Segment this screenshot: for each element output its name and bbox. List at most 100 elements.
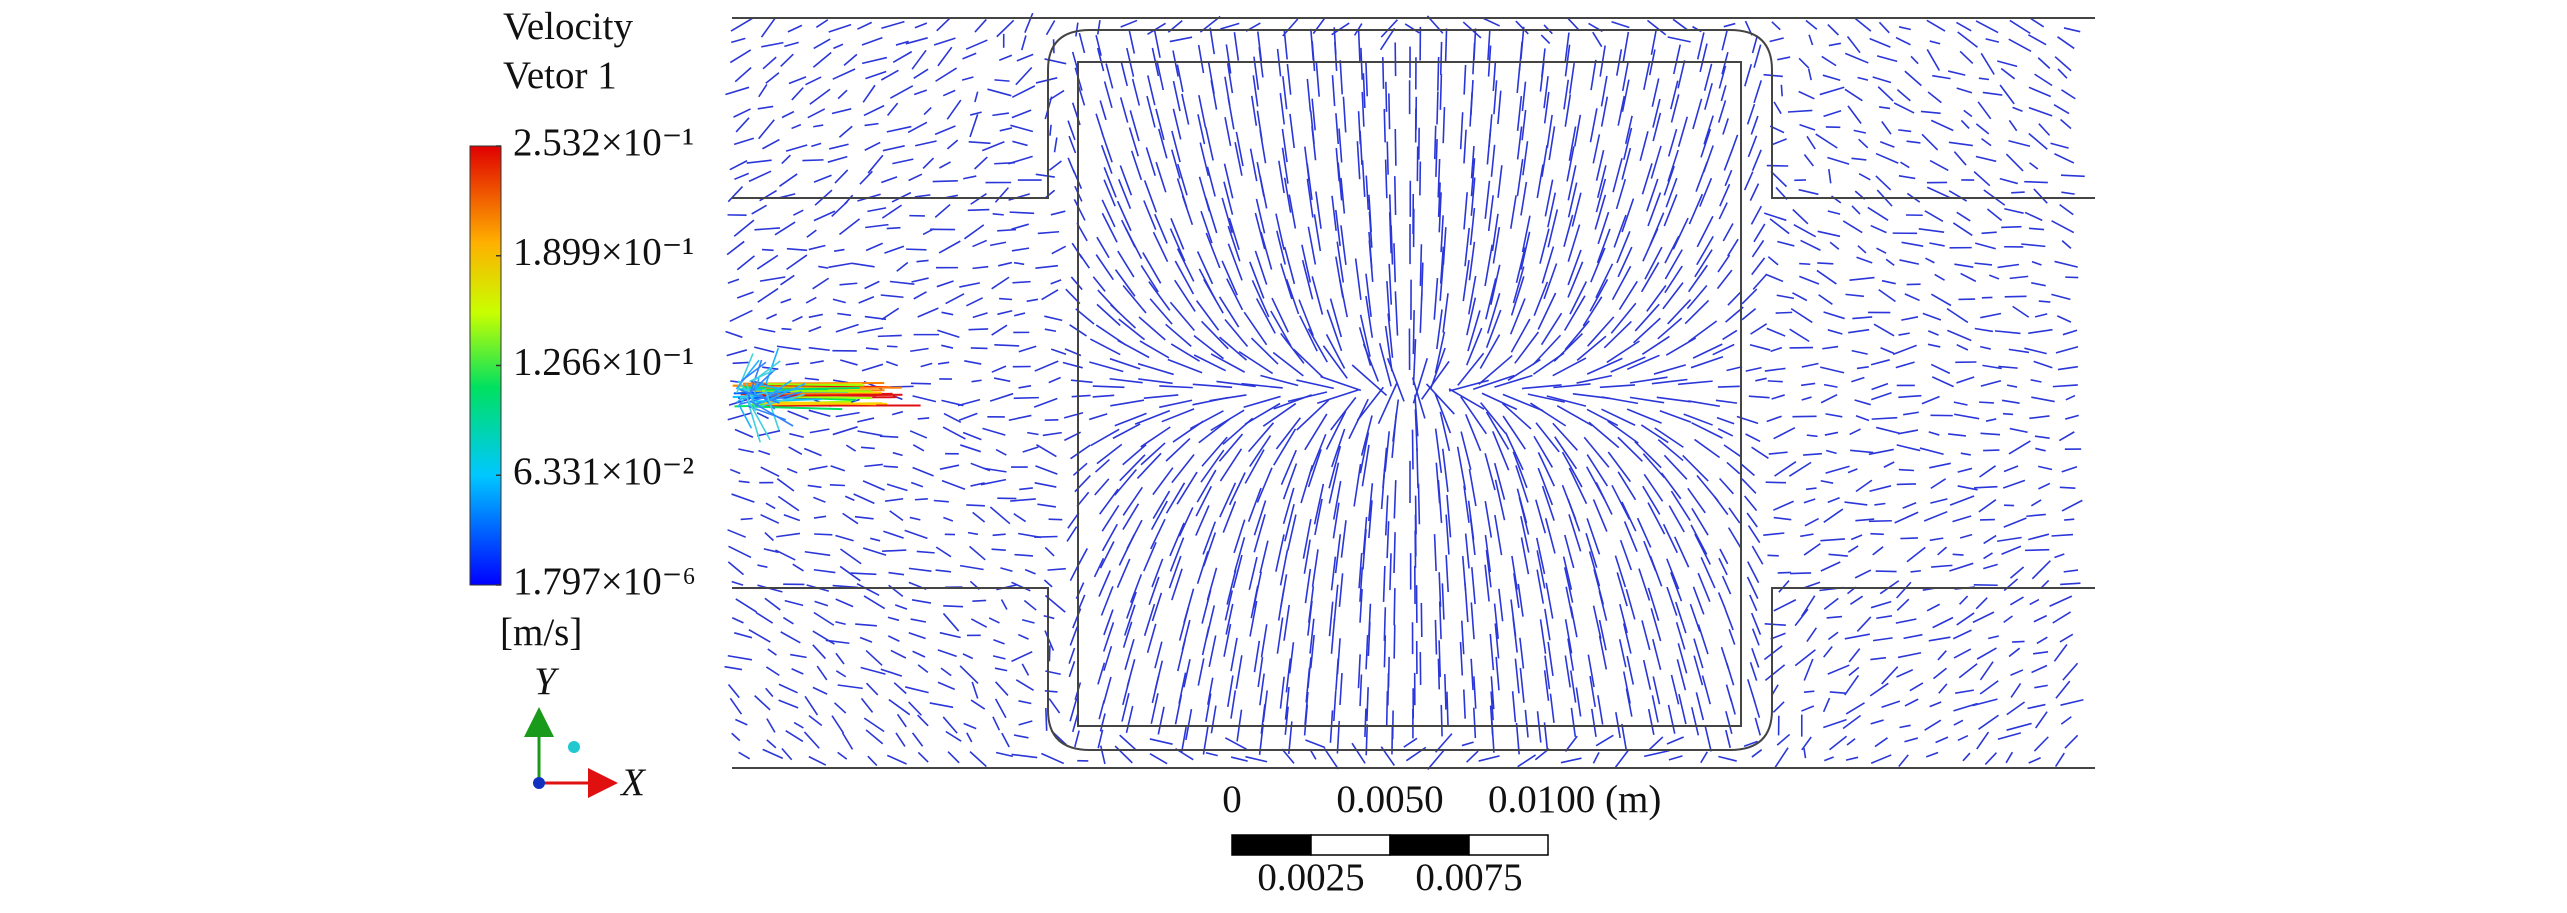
vector — [833, 248, 845, 253]
vector — [1827, 497, 1840, 504]
vector — [2057, 36, 2075, 50]
vector — [1013, 513, 1027, 523]
vector — [1151, 675, 1160, 704]
vector — [914, 194, 931, 198]
vector — [1929, 701, 1942, 708]
vector — [786, 254, 808, 270]
vector — [1069, 626, 1079, 646]
vector — [1848, 328, 1870, 334]
vector — [1099, 713, 1106, 732]
vector — [1647, 708, 1655, 735]
vector — [1515, 20, 1529, 35]
vector — [1547, 209, 1559, 248]
vector — [1018, 345, 1037, 353]
vector — [1093, 557, 1105, 578]
vector — [1197, 44, 1205, 74]
vector — [1412, 310, 1415, 355]
vector — [1959, 50, 1974, 64]
vector — [1932, 667, 1948, 680]
vector — [1828, 42, 1841, 47]
vector — [992, 213, 1004, 216]
vector — [1462, 260, 1470, 302]
vector — [1949, 495, 1975, 506]
vector — [1036, 443, 1057, 458]
vector — [813, 496, 826, 503]
vector — [2002, 479, 2026, 489]
vector — [1822, 345, 1839, 350]
vector — [1114, 745, 1133, 764]
vector — [1981, 137, 1992, 147]
vector — [1195, 505, 1210, 536]
scale-label: 0.0025 — [1257, 856, 1364, 899]
vector — [1959, 533, 1973, 539]
vector — [1099, 100, 1107, 121]
vector — [781, 327, 792, 331]
vector — [1807, 68, 1812, 81]
vector — [1044, 328, 1057, 333]
vector — [831, 715, 845, 734]
vector — [1276, 617, 1284, 654]
vector — [1096, 303, 1121, 327]
vector — [1384, 325, 1393, 372]
vector — [933, 499, 949, 503]
vector — [1492, 227, 1501, 264]
vector — [1716, 269, 1733, 290]
vector — [2060, 118, 2072, 130]
vector — [1853, 16, 1872, 32]
vector — [1362, 528, 1367, 570]
vector — [1878, 288, 1896, 303]
vector — [785, 729, 804, 743]
vector — [1296, 399, 1330, 431]
vector — [1434, 393, 1452, 434]
vector — [1652, 112, 1662, 142]
vector — [886, 754, 907, 765]
vector — [1773, 747, 1789, 769]
vector — [1013, 396, 1039, 400]
vector — [1328, 601, 1334, 637]
vector — [1595, 734, 1614, 747]
vector — [1520, 231, 1531, 270]
vector — [1755, 377, 1767, 382]
vector — [1203, 278, 1224, 314]
vector — [1956, 376, 1975, 384]
vector — [2061, 89, 2076, 100]
colorbar-label: 1.266×10⁻¹ — [513, 340, 694, 383]
vector — [1150, 693, 1159, 724]
vector — [1367, 483, 1374, 522]
vector — [1717, 254, 1731, 273]
vector — [1980, 52, 1995, 75]
vector — [1097, 729, 1104, 749]
vector — [947, 751, 960, 764]
vector — [1692, 343, 1723, 359]
vector — [1138, 378, 1173, 385]
vector — [942, 426, 966, 440]
vector — [971, 379, 982, 383]
vector — [1539, 619, 1547, 654]
vector — [1070, 276, 1083, 291]
vector — [728, 545, 752, 559]
vector — [1359, 588, 1363, 623]
vector — [1666, 736, 1684, 745]
vector — [1650, 29, 1658, 55]
vector — [1927, 330, 1939, 336]
vector — [892, 50, 913, 64]
vector — [1414, 409, 1418, 452]
vector — [888, 584, 904, 597]
vector — [1897, 651, 1922, 659]
vector — [2028, 86, 2052, 98]
vector — [1727, 291, 1741, 306]
vector — [1459, 641, 1464, 676]
vector — [864, 463, 883, 468]
vector — [886, 483, 908, 492]
vector — [1896, 669, 1914, 678]
vector — [1101, 132, 1113, 163]
vector — [1582, 296, 1603, 327]
vector — [1622, 623, 1632, 654]
vector — [1621, 723, 1628, 752]
vector — [2053, 103, 2070, 115]
vector — [1485, 549, 1492, 588]
vector — [2031, 664, 2048, 674]
vector — [1129, 110, 1140, 142]
vector — [1416, 448, 1419, 489]
vector — [1537, 467, 1554, 506]
